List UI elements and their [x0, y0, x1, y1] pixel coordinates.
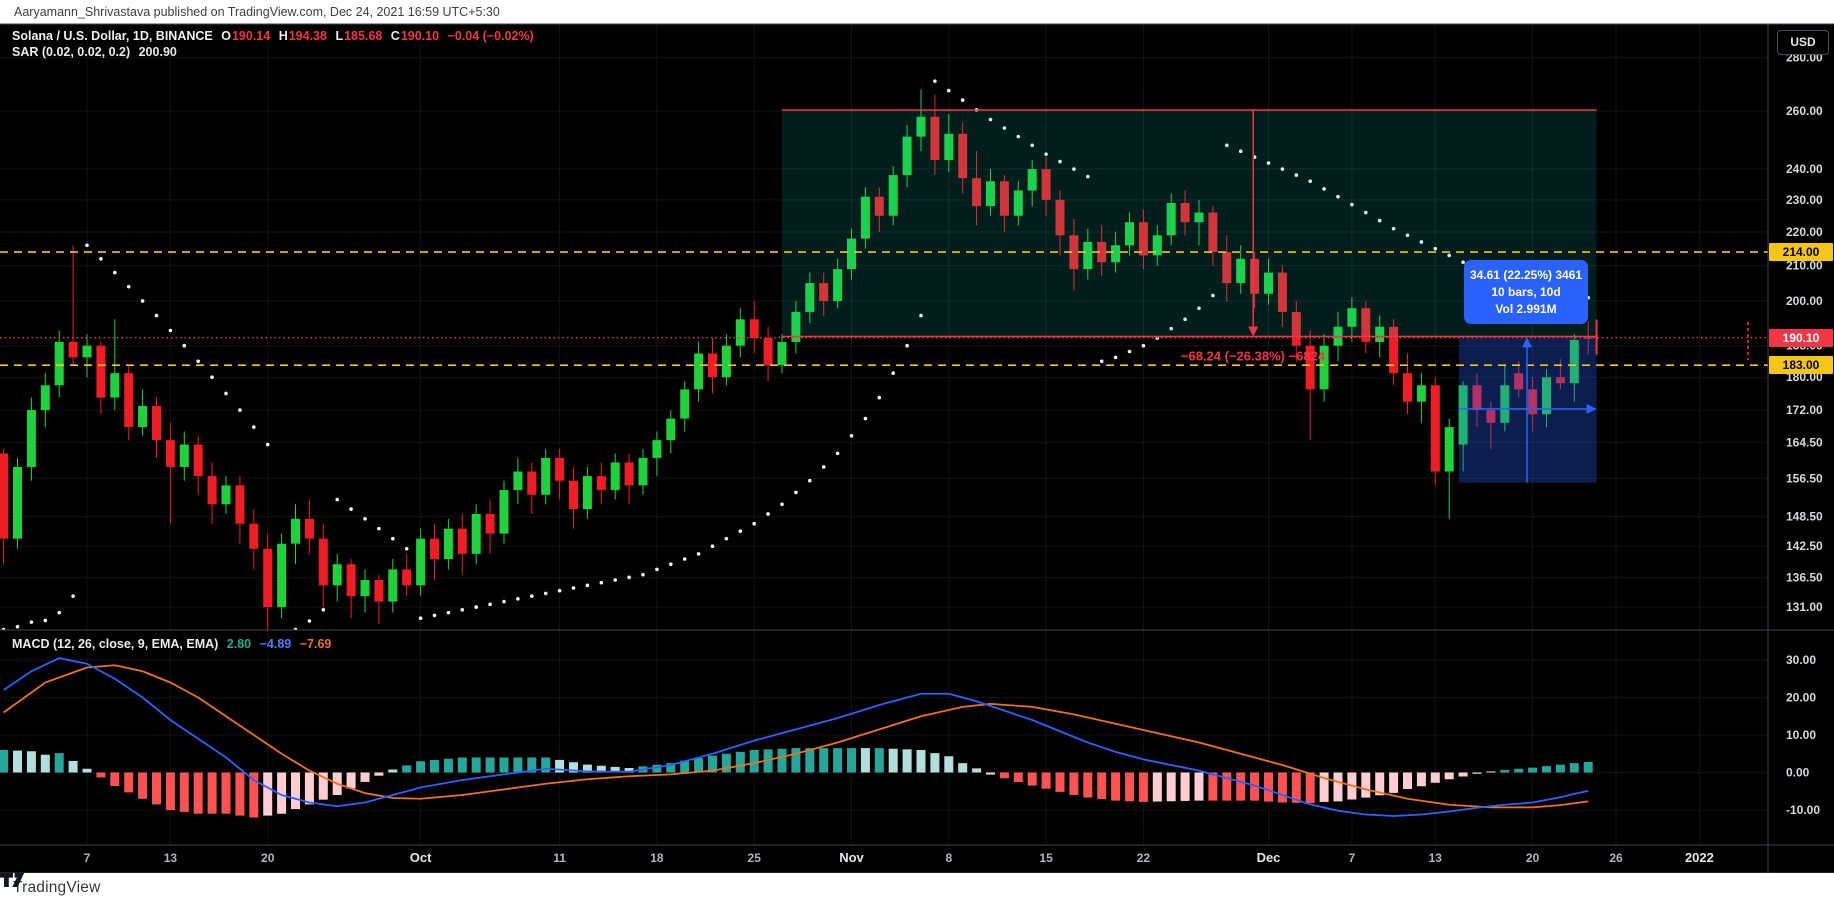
- time-axis[interactable]: [0, 845, 1768, 873]
- svg-text:156.50: 156.50: [1786, 471, 1823, 485]
- price-axis[interactable]: [1768, 24, 1834, 873]
- svg-text:220.00: 220.00: [1786, 225, 1823, 239]
- close-value: 190.10: [400, 29, 440, 43]
- measure-tooltip-line1: 34.61 (22.25%) 3461: [1469, 268, 1583, 282]
- price-pill-183.00: 183.00: [1769, 356, 1833, 375]
- svg-text:Nov: Nov: [839, 850, 864, 865]
- close-label: C: [390, 29, 400, 43]
- svg-text:0.00: 0.00: [1786, 766, 1810, 780]
- price-pill-190.10: 190.10: [1769, 328, 1833, 347]
- low-value: 185.68: [344, 29, 383, 43]
- svg-text:148.50: 148.50: [1786, 509, 1823, 523]
- price-range-measure-label: −68.24 (−26.38%) −6824: [1180, 348, 1326, 364]
- svg-text:142.50: 142.50: [1786, 539, 1823, 553]
- macd-hist-value: 2.80: [226, 637, 252, 651]
- tradingview-wordmark: TradingView: [13, 878, 101, 896]
- svg-text:230.00: 230.00: [1786, 193, 1823, 207]
- svg-text:25: 25: [748, 851, 762, 865]
- svg-text:8: 8: [945, 851, 952, 865]
- svg-text:22: 22: [1137, 851, 1151, 865]
- svg-text:15: 15: [1039, 851, 1053, 865]
- svg-text:7: 7: [84, 851, 91, 865]
- svg-text:30.00: 30.00: [1786, 653, 1816, 667]
- open-label: O: [221, 29, 231, 43]
- svg-text:7: 7: [1349, 851, 1356, 865]
- svg-text:210.00: 210.00: [1786, 259, 1823, 273]
- svg-text:-10.00: -10.00: [1786, 803, 1820, 817]
- attribution-text: Aaryamann_Shrivastava published on Tradi…: [14, 5, 500, 19]
- tradingview-link[interactable]: TradingView: [0, 873, 101, 897]
- svg-text:13: 13: [1429, 851, 1443, 865]
- svg-text:20.00: 20.00: [1786, 691, 1816, 705]
- svg-text:131.00: 131.00: [1786, 600, 1823, 614]
- svg-text:Dec: Dec: [1257, 850, 1281, 865]
- svg-text:136.50: 136.50: [1786, 570, 1823, 584]
- macd-legend-row[interactable]: MACD (12, 26, close, 9, EMA, EMA) 2.80 −…: [12, 637, 336, 651]
- macd-signal-value: −7.69: [299, 637, 332, 651]
- open-value: 190.14: [231, 29, 271, 43]
- svg-text:260.00: 260.00: [1786, 104, 1823, 118]
- svg-text:200.00: 200.00: [1786, 294, 1823, 308]
- svg-text:26: 26: [1609, 851, 1623, 865]
- macd-label: MACD (12, 26, close, 9, EMA, EMA): [12, 637, 219, 651]
- svg-text:164.50: 164.50: [1786, 435, 1823, 449]
- symbol-legend-row[interactable]: Solana / U.S. Dollar, 1D, BINANCE O190.1…: [12, 29, 539, 43]
- tradingview-logo-icon: [0, 873, 25, 887]
- measure-tooltip-line3: Vol 2.991M: [1495, 302, 1557, 316]
- sar-legend-row[interactable]: SAR (0.02, 0.02, 0.2) 200.90: [12, 45, 182, 59]
- svg-text:11: 11: [553, 851, 566, 865]
- high-label: H: [278, 29, 288, 43]
- currency-unit-button[interactable]: USD: [1777, 30, 1829, 55]
- change-value: −0.04 (−0.02%): [447, 29, 534, 43]
- chart-background: [0, 24, 1834, 873]
- sar-value: 200.90: [138, 45, 177, 59]
- low-label: L: [335, 29, 344, 43]
- sar-label: SAR (0.02, 0.02, 0.2): [12, 45, 131, 59]
- measure-tooltip: 34.61 (22.25%) 3461 10 bars, 10d Vol 2.9…: [1464, 260, 1588, 324]
- footer-bar: TradingView: [0, 873, 1834, 902]
- macd-line-value: −4.89: [259, 637, 292, 651]
- svg-text:Oct: Oct: [410, 850, 432, 865]
- svg-text:20: 20: [1526, 851, 1540, 865]
- svg-text:10.00: 10.00: [1786, 728, 1816, 742]
- svg-text:13: 13: [164, 851, 178, 865]
- price-pill-214.00: 214.00: [1769, 243, 1833, 262]
- svg-text:2022: 2022: [1685, 850, 1714, 865]
- measure-tooltip-line2: 10 bars, 10d: [1491, 285, 1561, 299]
- svg-text:18: 18: [650, 851, 664, 865]
- svg-text:20: 20: [261, 851, 275, 865]
- svg-text:172.00: 172.00: [1786, 403, 1823, 417]
- symbol-title: Solana / U.S. Dollar, 1D, BINANCE: [12, 29, 213, 43]
- high-value: 194.38: [288, 29, 327, 43]
- svg-text:240.00: 240.00: [1786, 162, 1823, 176]
